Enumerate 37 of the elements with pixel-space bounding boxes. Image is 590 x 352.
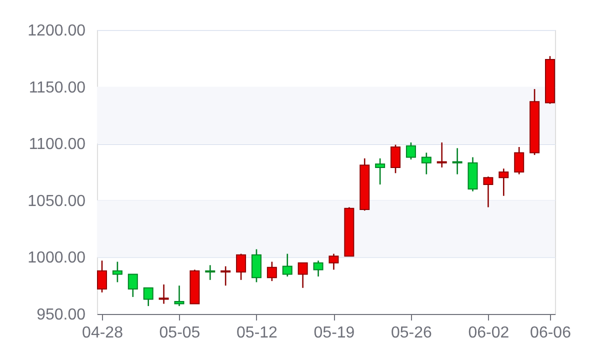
candlestick xyxy=(406,142,416,160)
x-tick-label: 05-12 xyxy=(236,324,278,342)
y-tick-label: 1000.00 xyxy=(28,250,86,267)
candlestick xyxy=(220,266,231,286)
candlestick xyxy=(174,284,184,307)
x-tick-label: 05-26 xyxy=(391,324,432,342)
candlestick xyxy=(158,284,169,304)
candlestick xyxy=(236,253,246,281)
candlestick xyxy=(143,287,154,307)
candlestick xyxy=(483,176,494,208)
y-tick-label: 1200.00 xyxy=(28,22,86,40)
y-tick-label: 1050.00 xyxy=(28,192,86,210)
x-tick-label: 05-05 xyxy=(159,324,200,342)
x-tick-label: 05-19 xyxy=(314,324,355,342)
candlestick xyxy=(128,274,138,298)
candlestick xyxy=(436,142,447,168)
candlestick xyxy=(112,261,122,283)
candlestick xyxy=(298,262,308,289)
y-tick-label: 950.00 xyxy=(36,306,86,324)
y-tick-label: 1100.00 xyxy=(28,136,86,154)
x-tick-label: 04-28 xyxy=(82,324,124,342)
candlestick xyxy=(313,260,324,278)
x-tick-label: 06-02 xyxy=(468,324,510,342)
candlestick xyxy=(328,253,339,270)
candlestick xyxy=(452,147,462,175)
candlestick xyxy=(251,248,262,283)
candlestick xyxy=(282,253,292,278)
candlestick xyxy=(266,261,277,282)
candlestick xyxy=(514,146,524,175)
candlestick xyxy=(97,260,107,294)
candlestick xyxy=(421,152,432,175)
candlestick xyxy=(205,264,216,281)
candlestick xyxy=(375,158,386,186)
y-tick-label: 1150.00 xyxy=(28,79,86,96)
candlestick xyxy=(498,168,509,197)
candlestick xyxy=(390,144,401,174)
x-tick-label: 06-06 xyxy=(530,324,572,342)
